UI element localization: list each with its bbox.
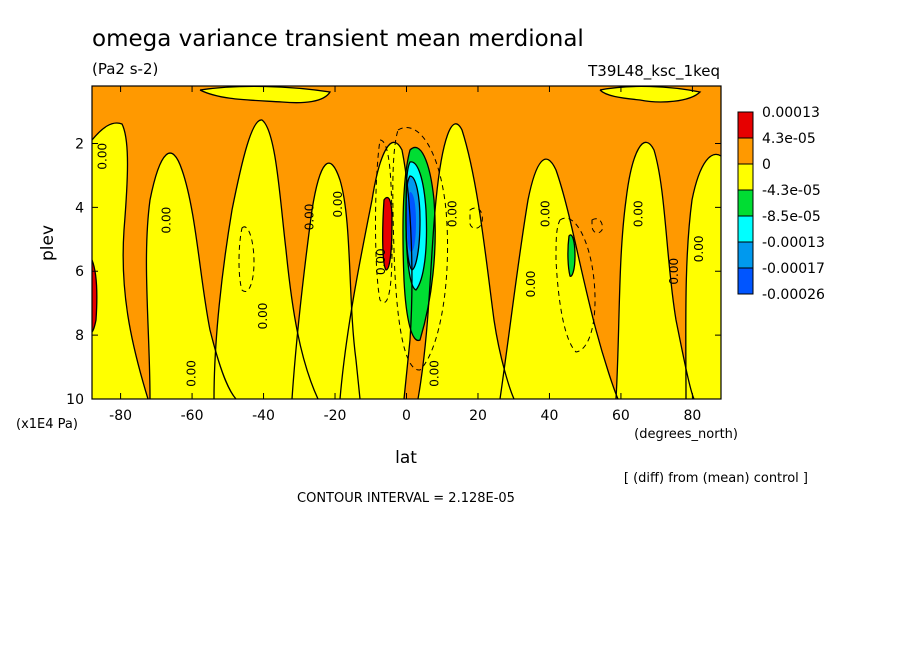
red-feature-equatorial-south [382, 197, 392, 270]
y-axis: 2 4 6 8 10 [66, 136, 721, 408]
contour-labels: 0.00 0.00 0.00 0.00 0.00 0.00 0.00 0.00 0.00 0.00… [95, 143, 706, 387]
contour-value-label: 0.00 [524, 271, 538, 298]
yellow-band-equatorial-north [418, 123, 514, 399]
contour-line [567, 234, 576, 277]
dashed-contour [469, 207, 483, 229]
x-tick-label: 40 [541, 408, 559, 424]
yellow-band-north-pole [685, 154, 721, 399]
x-axis: -80 -60 -40 -20 0 20 40 60 80 [109, 86, 701, 424]
contour-line [145, 152, 237, 399]
contour-value-label: 0.00 [185, 360, 199, 387]
x-tick-label: 20 [469, 408, 487, 424]
colorbar-label: 0 [762, 157, 771, 173]
dashed-contour [375, 139, 393, 303]
colorbar-label: 0.00013 [762, 105, 820, 121]
colorbar-label: -0.00013 [762, 235, 825, 251]
contour-line [499, 158, 619, 399]
contour-line [382, 196, 393, 271]
colorbar-label: -0.00017 [762, 261, 825, 277]
colorbar-swatch [737, 189, 754, 217]
contour-value-label: 0.00 [692, 236, 706, 263]
x-axis-units: (degrees_north) [634, 427, 738, 442]
x-tick-label: 60 [612, 408, 630, 424]
run-id: T39L48_ksc_1keq [587, 62, 720, 81]
y-tick-label: 2 [75, 136, 84, 152]
yellow-band-near-equator [340, 142, 412, 399]
colorbar-label: -0.00026 [762, 287, 825, 303]
contour-interval: CONTOUR INTERVAL = 2.128E-05 [297, 491, 515, 506]
x-tick-label: -80 [109, 408, 132, 424]
yellow-band-equatorial-south [292, 163, 360, 399]
chart-title: omega variance transient mean merdional [92, 26, 584, 52]
dashed-contour [392, 127, 448, 371]
dashed-contour [555, 217, 596, 353]
colorbar-swatch [737, 163, 754, 191]
yellow-band-northern-mid [616, 142, 694, 399]
contour-value-label: 0.00 [667, 258, 681, 285]
colorbar-swatch [737, 137, 754, 165]
x-tick-label: 80 [683, 408, 701, 424]
colorbar-legend: 0.00013 4.3e-05 0 -4.3e-05 -8.5e-05 -0.00013 -… [737, 105, 825, 303]
contour-value-label: 0.00 [331, 191, 345, 218]
plot-area: 0.00 0.00 0.00 0.00 0.00 0.00 0.00 0.00 0.00 0.00… [92, 86, 721, 399]
dashed-contour [591, 218, 603, 234]
colorbar-label: 4.3e-05 [762, 131, 816, 147]
colorbar-label: -8.5e-05 [762, 209, 821, 225]
contour-lines [92, 86, 721, 399]
colorbar-swatch [737, 111, 754, 139]
x-tick-label: -40 [252, 408, 275, 424]
y-tick-label: 8 [75, 328, 84, 344]
green-feature-north [567, 234, 575, 277]
yellow-band-south-pole [92, 123, 148, 399]
dashed-contour [238, 226, 255, 292]
contour-line [291, 162, 361, 399]
x-tick-label: -60 [181, 408, 204, 424]
contour-value-label: 0.00 [428, 360, 442, 387]
contour-line [92, 122, 149, 399]
y-tick-label: 4 [75, 200, 84, 216]
contour-value-label: 0.00 [256, 303, 270, 330]
y-tick-label: 6 [75, 264, 84, 280]
contour-value-label: 0.00 [631, 200, 645, 227]
contour-value-label: 0.00 [160, 207, 174, 234]
diff-note: [ (diff) from (mean) control ] [624, 471, 808, 486]
contour-line [685, 153, 721, 399]
y-axis-label: plev [38, 225, 58, 261]
contour-line [615, 141, 695, 399]
y-tick-label: 10 [66, 392, 84, 408]
yellow-band-southern-subtropics [214, 119, 318, 399]
contour-value-label: 0.00 [95, 143, 109, 170]
chart-units: (Pa2 s-2) [92, 60, 158, 78]
contour-line [402, 147, 436, 341]
contour-value-label: 0.00 [374, 248, 388, 275]
contour-line [213, 119, 319, 399]
colorbar-swatch [737, 215, 754, 243]
contour-value-label: 0.00 [446, 200, 460, 227]
contour-line [405, 175, 421, 271]
contour-value-label: 0.00 [538, 200, 552, 227]
x-axis-label: lat [395, 448, 417, 468]
yellow-patch-upper [200, 86, 330, 103]
negative-contours [238, 127, 603, 371]
colorbar-label: -4.3e-05 [762, 183, 821, 199]
colorbar-swatch [737, 241, 754, 269]
x-tick-label: 0 [402, 408, 411, 424]
contour-line [417, 123, 515, 399]
colorbar-swatch [737, 267, 754, 295]
contour-fields [92, 86, 721, 399]
contour-value-label: 0.00 [303, 204, 317, 231]
x-tick-label: -20 [324, 408, 347, 424]
yellow-band-southern-mid [146, 153, 236, 399]
y-axis-units: (x1E4 Pa) [16, 417, 78, 432]
